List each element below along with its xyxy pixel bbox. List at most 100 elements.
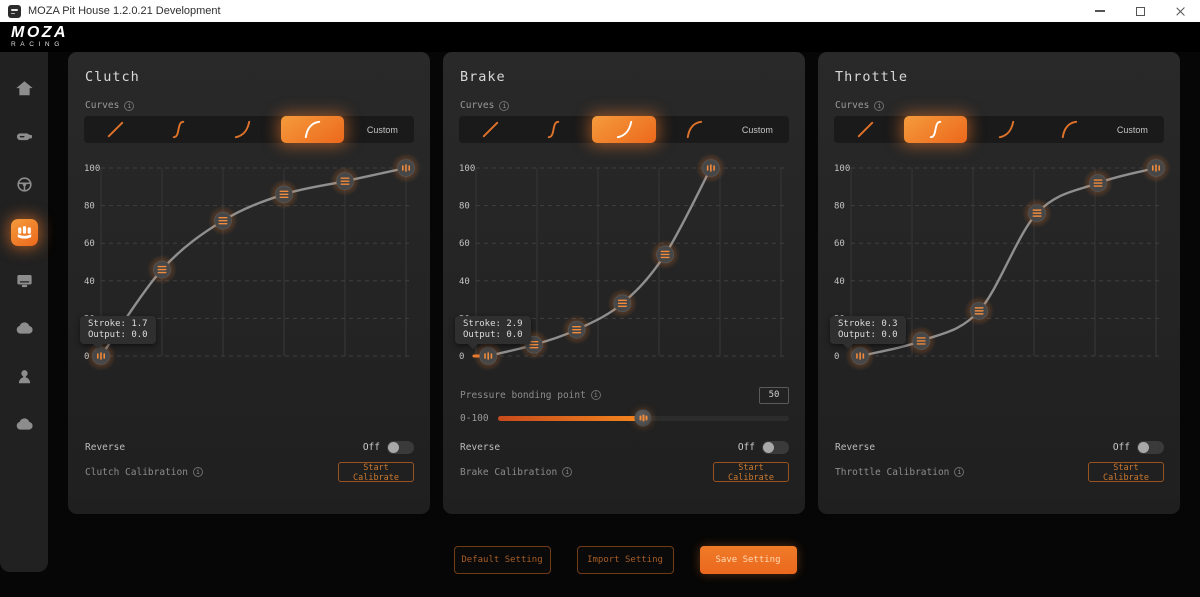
sidebar-item-monitor[interactable] <box>0 256 48 304</box>
slider-knob[interactable] <box>634 409 652 427</box>
curve-point-handle[interactable] <box>964 295 995 326</box>
svg-text:80: 80 <box>459 202 470 212</box>
curve-preset-logarithmic[interactable] <box>280 116 344 143</box>
tooltip-output: Output: 0.0 <box>88 330 148 340</box>
sidebar-item-wheelbase[interactable] <box>0 112 48 160</box>
curve-point-handle[interactable] <box>1141 153 1171 183</box>
logarithmic-curve-icon <box>686 120 702 139</box>
curves-label-row: Curves <box>85 100 135 111</box>
info-icon[interactable] <box>562 467 573 477</box>
curve-point-handle[interactable] <box>147 254 177 285</box>
close-button[interactable] <box>1160 0 1200 22</box>
start-calibrate-button[interactable]: Start Calibrate <box>1088 462 1164 483</box>
curve-point-handle[interactable] <box>330 166 360 197</box>
pressure-slider[interactable] <box>497 409 789 427</box>
svg-text:40: 40 <box>84 277 95 287</box>
reverse-toggle[interactable] <box>387 440 414 454</box>
import-setting-button[interactable]: Import Setting <box>576 546 674 574</box>
toggle-knob <box>388 441 399 453</box>
calibration-label: Brake Calibration <box>460 467 573 478</box>
calibration-row: Clutch Calibration Start Calibrate <box>85 461 414 483</box>
pressure-value-input[interactable]: 50 <box>759 386 789 404</box>
curve-preset-linear[interactable] <box>834 116 897 143</box>
curve-preset-logarithmic[interactable] <box>663 116 726 143</box>
minimize-button[interactable] <box>1080 0 1120 22</box>
logo-bar: MOZA RACING <box>0 22 1200 52</box>
close-icon <box>1175 6 1186 17</box>
curve-point-handle[interactable] <box>269 179 299 210</box>
panel-title: Clutch <box>85 69 140 85</box>
curve-preset-s-curve[interactable] <box>904 116 968 143</box>
curve-point-handle[interactable] <box>695 153 726 183</box>
curve-preset-exponential[interactable] <box>210 116 273 143</box>
steering-wheel-icon <box>16 176 32 192</box>
start-calibrate-button[interactable]: Start Calibrate <box>713 462 789 483</box>
maximize-button[interactable] <box>1120 0 1160 22</box>
curve-point-handle[interactable] <box>473 341 504 371</box>
curve-point-handle[interactable] <box>391 153 421 183</box>
curve-preset-s-curve[interactable] <box>522 116 585 143</box>
curve-point-handle[interactable] <box>208 205 238 236</box>
curve-preset-exponential[interactable] <box>974 116 1037 143</box>
curve-preset-logarithmic[interactable] <box>1038 116 1101 143</box>
linear-curve-icon <box>857 121 874 138</box>
exponential-curve-icon <box>616 120 632 139</box>
logarithmic-curve-icon <box>1061 120 1077 139</box>
curve-preset-s-curve[interactable] <box>147 116 210 143</box>
reverse-toggle-wrap: Off <box>737 440 789 454</box>
curve-preset-row: Custom <box>84 116 414 143</box>
info-icon[interactable] <box>192 467 203 477</box>
curve-point-handle[interactable] <box>650 239 681 270</box>
info-icon[interactable] <box>874 100 885 111</box>
save-setting-button[interactable]: Save Setting <box>699 546 797 574</box>
curve-preset-linear[interactable] <box>84 116 147 143</box>
info-icon[interactable] <box>954 467 965 477</box>
stroke-output-tooltip: Stroke: 2.9 Output: 0.0 <box>455 316 531 349</box>
sidebar-item-pedals[interactable] <box>0 208 48 256</box>
reverse-toggle[interactable] <box>762 440 789 454</box>
tooltip-stroke: Stroke: 2.9 <box>463 319 523 329</box>
user-icon <box>18 369 30 383</box>
info-icon[interactable] <box>499 100 510 111</box>
svg-text:60: 60 <box>834 239 845 249</box>
tooltip-stroke: Stroke: 0.3 <box>838 319 898 329</box>
curve-preset-custom[interactable]: Custom <box>1101 116 1164 143</box>
wheelbase-icon <box>16 132 32 140</box>
clutch-curve-chart: 020406080100 <box>84 153 421 371</box>
pressure-bonding-label: Pressure bonding point <box>460 390 601 401</box>
reverse-toggle[interactable] <box>1137 440 1164 454</box>
sidebar-item-user[interactable] <box>0 352 48 400</box>
curve-point-handle[interactable] <box>906 325 937 356</box>
curve-preset-row: Custom <box>834 116 1164 143</box>
info-icon[interactable] <box>590 390 601 400</box>
curve-point-handle[interactable] <box>1083 168 1114 199</box>
curve-preset-linear[interactable] <box>459 116 522 143</box>
sidebar-item-cloud-upload[interactable] <box>0 400 48 448</box>
curve-point-handle[interactable] <box>607 288 638 319</box>
linear-curve-icon <box>107 121 124 138</box>
linear-curve-icon <box>482 121 499 138</box>
curves-label: Curves <box>460 100 495 111</box>
reverse-label: Reverse <box>835 441 876 453</box>
logarithmic-curve-icon <box>304 120 320 139</box>
panel-title: Throttle <box>835 69 909 85</box>
curve-point-handle[interactable] <box>1022 198 1053 229</box>
svg-text:0: 0 <box>834 352 839 362</box>
sidebar-item-steering-wheel[interactable] <box>0 160 48 208</box>
sidebar-item-cloud-download[interactable] <box>0 304 48 352</box>
curve-preset-custom[interactable]: Custom <box>726 116 789 143</box>
svg-text:60: 60 <box>84 239 95 249</box>
curve-point-handle[interactable] <box>561 314 592 345</box>
curve-preset-custom[interactable]: Custom <box>351 116 414 143</box>
curve-preset-exponential[interactable] <box>592 116 656 143</box>
start-calibrate-button[interactable]: Start Calibrate <box>338 462 414 483</box>
exponential-curve-icon <box>998 120 1014 139</box>
default-setting-button[interactable]: Default Setting <box>453 546 551 574</box>
calibration-label-text: Clutch Calibration <box>85 466 188 478</box>
reverse-state-label: Off <box>737 441 755 453</box>
slider-fill <box>497 416 644 421</box>
info-icon[interactable] <box>124 100 135 111</box>
sidebar-item-home[interactable] <box>0 64 48 112</box>
reverse-row: Reverse Off <box>85 439 414 455</box>
reverse-label: Reverse <box>460 441 501 453</box>
